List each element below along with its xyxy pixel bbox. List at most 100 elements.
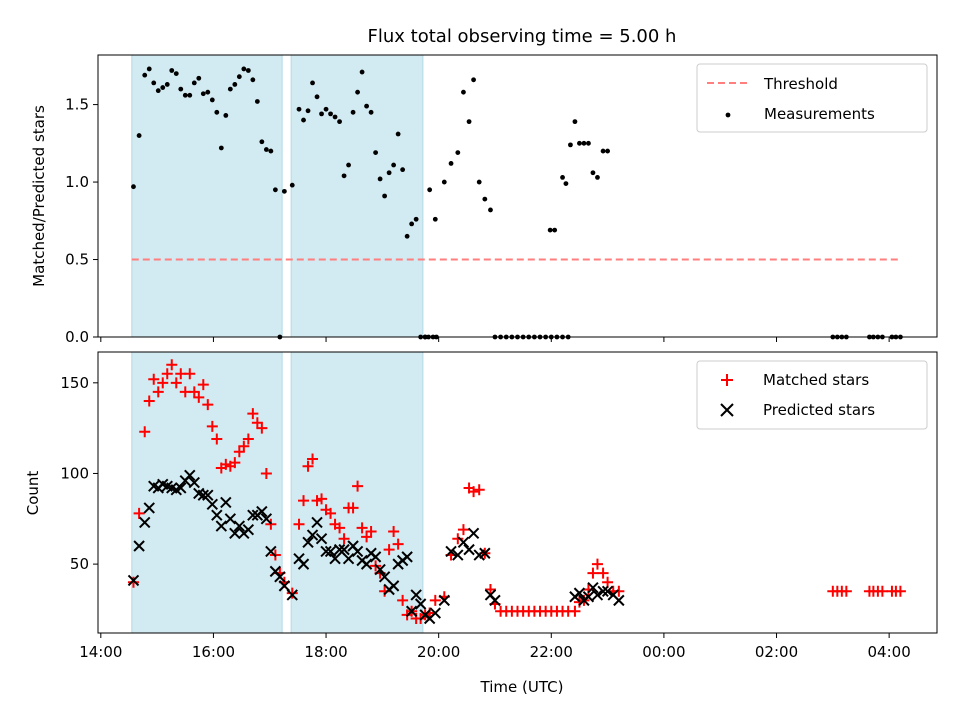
matched-star-point bbox=[316, 493, 328, 505]
top-x-ticks bbox=[100, 337, 890, 342]
measurement-point bbox=[600, 148, 606, 154]
observing-span-2 bbox=[290, 351, 424, 634]
measurement-point bbox=[200, 91, 206, 97]
measurement-point bbox=[196, 75, 202, 81]
predicted-star-point bbox=[405, 605, 418, 617]
bottom-plot-frame bbox=[97, 351, 938, 634]
measurement-point bbox=[577, 140, 582, 146]
bottom-y-tick-label: 50 bbox=[70, 555, 89, 573]
measurement-point bbox=[341, 173, 347, 179]
matched-star-point bbox=[468, 486, 480, 498]
predicted-star-point bbox=[582, 591, 595, 603]
matched-star-point bbox=[193, 391, 205, 403]
predicted-star-point bbox=[233, 520, 246, 532]
top-plot-frame bbox=[97, 54, 938, 338]
matched-star-point bbox=[352, 480, 364, 492]
measurement-point bbox=[218, 145, 224, 151]
predicted-star-point bbox=[351, 545, 364, 558]
matched-star-point bbox=[383, 544, 395, 556]
x-tick-label: 18:00 bbox=[304, 643, 347, 661]
measurement-point bbox=[441, 179, 447, 185]
predicted-star-point bbox=[242, 523, 255, 536]
matched-star-point bbox=[457, 524, 469, 536]
measurement-point bbox=[391, 162, 397, 168]
x-tick-label: 22:00 bbox=[530, 643, 573, 661]
legend-predicted-swatch bbox=[720, 403, 734, 417]
measurement-point bbox=[254, 99, 260, 104]
predicted-star-point bbox=[597, 585, 609, 598]
top-y-tick-label: 1.5 bbox=[65, 96, 89, 114]
predicted-star-point bbox=[260, 513, 273, 525]
bottom-panel: 50 100 150 14:00 16:00 18:00 20:00 22:00 00:00 0… bbox=[24, 351, 938, 696]
predicted-star-point bbox=[489, 594, 501, 607]
matched-star-point bbox=[876, 585, 888, 597]
predicted-star-point bbox=[278, 580, 291, 592]
measurement-point bbox=[373, 150, 379, 156]
x-tick-label: 14:00 bbox=[79, 643, 122, 661]
predicted-star-point bbox=[452, 549, 464, 561]
matched-star-point bbox=[397, 594, 409, 606]
predicted-star-point bbox=[197, 489, 210, 501]
predicted-star-point bbox=[175, 482, 187, 494]
measurement-point bbox=[337, 119, 342, 125]
legend-predicted-label: Predicted stars bbox=[763, 401, 875, 419]
predicted-star-point bbox=[256, 505, 268, 518]
predicted-star-point bbox=[378, 571, 391, 583]
measurement-point bbox=[328, 111, 333, 117]
top-legend: Threshold Measurements bbox=[696, 63, 928, 133]
predicted-star-point bbox=[342, 552, 355, 565]
measurement-point bbox=[560, 175, 565, 180]
top-y-tick-label: 0.0 bbox=[65, 328, 89, 346]
predicted-star-point bbox=[127, 574, 140, 587]
matched-star-point bbox=[133, 507, 145, 519]
measurement-point bbox=[595, 175, 600, 180]
bottom-x-ticks: 14:00 16:00 18:00 20:00 22:00 00:00 02:00 04:00 bbox=[79, 633, 911, 661]
bottom-y-tick-label: 150 bbox=[60, 374, 89, 392]
measurement-point bbox=[471, 77, 476, 83]
measurement-point bbox=[146, 66, 152, 72]
measurement-point bbox=[169, 68, 175, 73]
measurement-point bbox=[350, 109, 356, 115]
x-tick-label: 02:00 bbox=[755, 643, 798, 661]
measurement-point bbox=[355, 89, 360, 95]
matched-star-point bbox=[473, 484, 485, 496]
matched-star-point bbox=[325, 507, 337, 519]
matched-star-point bbox=[256, 422, 268, 434]
measurement-point bbox=[268, 148, 274, 154]
predicted-stars-points bbox=[127, 469, 625, 625]
predicted-star-point bbox=[591, 589, 604, 601]
top-panel: 0.0 0.5 1.0 1.5 Flux total observing time =… bbox=[30, 26, 938, 346]
measurement-point bbox=[395, 131, 401, 137]
legend-matched-swatch bbox=[721, 374, 733, 386]
predicted-star-point bbox=[457, 536, 470, 549]
predicted-star-point bbox=[410, 589, 422, 601]
legend-matched-label: Matched stars bbox=[763, 371, 869, 389]
measurement-point bbox=[552, 227, 558, 233]
measurement-point bbox=[319, 111, 324, 117]
matched-star-point bbox=[587, 567, 599, 579]
measurement-point bbox=[223, 113, 229, 118]
measurement-point bbox=[296, 106, 302, 112]
matched-star-point bbox=[139, 426, 151, 438]
x-tick-label: 04:00 bbox=[868, 643, 911, 661]
measurement-point bbox=[323, 106, 329, 112]
predicted-star-point bbox=[202, 489, 214, 501]
predicted-star-point bbox=[324, 545, 337, 558]
measurement-point bbox=[259, 139, 265, 145]
matched-star-point bbox=[334, 522, 346, 534]
bottom-y-axis-label: Count bbox=[24, 471, 42, 516]
measurement-point bbox=[305, 108, 311, 114]
predicted-star-point bbox=[445, 545, 457, 558]
predicted-star-point bbox=[188, 476, 200, 489]
measurement-point bbox=[409, 221, 415, 227]
measurement-point bbox=[605, 148, 610, 154]
observing-span-1 bbox=[131, 54, 283, 338]
x-tick-label: 16:00 bbox=[192, 643, 235, 661]
matched-star-point bbox=[229, 457, 241, 469]
measurement-point bbox=[232, 82, 238, 87]
bottom-legend: Matched stars Predicted stars bbox=[696, 360, 928, 430]
measurement-point bbox=[164, 82, 170, 87]
matched-star-point bbox=[388, 525, 400, 537]
predicted-star-point bbox=[601, 585, 614, 598]
matched-star-point bbox=[302, 460, 314, 472]
